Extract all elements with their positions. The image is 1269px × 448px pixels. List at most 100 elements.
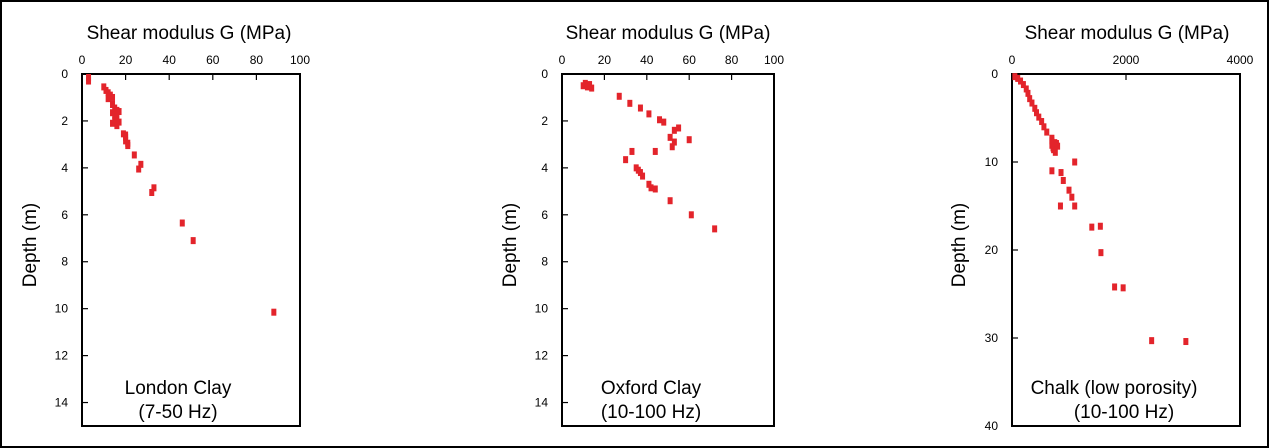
panel-2-label-line1: Oxford Clay xyxy=(601,378,702,399)
panel-1-y-tick-label-1: 2 xyxy=(61,114,68,128)
panel-2-x-axis-title: Shear modulus G (MPa) xyxy=(566,23,771,44)
panel-2-y-tick-label-6: 12 xyxy=(535,349,549,363)
panel-3-data-point-35 xyxy=(1120,284,1126,292)
panel-1-y-axis-title: Depth (m) xyxy=(20,203,41,287)
panel-1-data-point-25 xyxy=(131,151,137,159)
panel-3-data-point-31 xyxy=(1098,249,1104,257)
panel-1-data-point-2 xyxy=(101,83,107,91)
panel-3-data-point-32 xyxy=(1049,167,1055,175)
panel-3-y-tick-label-4: 40 xyxy=(985,419,999,433)
panel-3-data-point-9 xyxy=(1034,109,1040,117)
panel-3-y-tick-label-1: 10 xyxy=(985,155,999,169)
panel-1-data-point-1 xyxy=(86,77,92,85)
panel-london-clay: Shear modulus G (MPa) Depth (m) London C… xyxy=(20,23,310,427)
panel-3-label-line2: (10-100 Hz) xyxy=(1074,402,1174,423)
panel-2-data-point-3 xyxy=(587,81,593,89)
panel-1-data-point-18 xyxy=(116,118,122,126)
panel-3-data-point-6 xyxy=(1027,95,1033,103)
panel-3-data-point-0 xyxy=(1012,73,1018,81)
panel-3-data-point-23 xyxy=(1072,158,1078,166)
panel-1-y-tick-label-4: 8 xyxy=(61,255,68,269)
panel-2-plot-area xyxy=(561,73,775,427)
panel-1-y-tick-label-2: 4 xyxy=(61,161,68,175)
panel-2-y-tick-label-0: 0 xyxy=(541,67,548,81)
panel-3-data-point-10 xyxy=(1036,113,1042,121)
panel-3-data-point-33 xyxy=(1057,202,1063,210)
panel-1-x-tick-label-3: 60 xyxy=(206,53,220,67)
panel-3-data-point-7 xyxy=(1029,99,1035,107)
panel-2-x-tick-label-4: 80 xyxy=(725,53,739,67)
panel-1-data-point-24 xyxy=(123,131,129,139)
panel-1-data-point-8 xyxy=(110,101,116,109)
panel-2-data-point-11 xyxy=(671,126,677,134)
panel-3-data-point-8 xyxy=(1032,104,1038,112)
panel-2-data-point-7 xyxy=(637,104,643,112)
panel-2-x-tick-label-3: 60 xyxy=(683,53,697,67)
panel-3-data-point-28 xyxy=(1072,202,1078,210)
panel-2-y-tick-label-2: 4 xyxy=(541,161,548,175)
panel-2-data-point-14 xyxy=(686,136,692,144)
panel-3-x-axis-title: Shear modulus G (MPa) xyxy=(1025,23,1230,44)
panel-2-data-point-23 xyxy=(640,172,646,180)
panel-1-x-tick-label-1: 20 xyxy=(119,53,133,67)
panel-1-data-point-32 xyxy=(271,308,277,316)
panel-2-data-point-25 xyxy=(648,184,654,192)
panel-chalk: Shear modulus G (MPa) Depth (m) Chalk (l… xyxy=(949,23,1254,433)
panel-3-data-point-24 xyxy=(1058,169,1064,177)
panel-2-x-tick-label-5: 100 xyxy=(764,53,784,67)
panel-2-data-point-5 xyxy=(616,92,622,100)
panel-3-x-tick-label-2: 4000 xyxy=(1227,53,1254,67)
panel-3-data-point-17 xyxy=(1049,137,1055,145)
panel-3-data-point-3 xyxy=(1020,81,1026,89)
panel-2-label-line2: (10-100 Hz) xyxy=(601,402,701,423)
panel-2-data-point-15 xyxy=(669,143,675,151)
panel-1-data-point-23 xyxy=(125,142,131,150)
panel-1-data-point-28 xyxy=(151,184,157,192)
panel-1-x-tick-label-2: 40 xyxy=(163,53,177,67)
panel-2-x-tick-label-2: 40 xyxy=(640,53,654,67)
panel-1-y-tick-label-7: 14 xyxy=(55,396,69,410)
panel-3-data-point-11 xyxy=(1039,118,1045,126)
panel-1-x-tick-label-0: 0 xyxy=(79,53,86,67)
panel-1-data-point-26 xyxy=(138,160,144,168)
panel-2-y-axis-title: Depth (m) xyxy=(500,203,521,287)
panel-2-data-point-18 xyxy=(652,147,658,155)
panel-1-y-tick-label-3: 6 xyxy=(61,208,68,222)
panel-3-data-point-4 xyxy=(1023,85,1029,93)
panel-2-y-tick-label-1: 2 xyxy=(541,114,548,128)
panel-3-data-point-5 xyxy=(1025,89,1031,97)
panel-2-data-point-9 xyxy=(657,116,663,124)
panel-2-data-point-17 xyxy=(629,147,635,155)
panel-1-label-line2: (7-50 Hz) xyxy=(138,402,217,423)
panel-3-data-point-37 xyxy=(1183,338,1189,346)
panel-3-data-point-34 xyxy=(1112,283,1118,291)
panel-1-x-axis-title: Shear modulus G (MPa) xyxy=(87,23,292,44)
panel-3-y-tick-label-0: 0 xyxy=(991,67,998,81)
panel-2-data-point-24 xyxy=(646,180,652,188)
panel-3-data-point-2 xyxy=(1018,77,1024,85)
panel-1-data-point-14 xyxy=(116,108,122,116)
panel-1-y-tick-label-5: 10 xyxy=(55,302,69,316)
panel-3-data-point-26 xyxy=(1066,186,1072,194)
panel-3-data-point-27 xyxy=(1069,193,1075,201)
panel-1-data-point-27 xyxy=(136,165,142,173)
panel-2-data-point-1 xyxy=(582,79,588,87)
panel-2-y-tick-label-4: 8 xyxy=(541,255,548,269)
panel-3-data-point-13 xyxy=(1044,128,1050,136)
panel-1-data-point-31 xyxy=(190,237,196,245)
panel-1-y-tick-label-6: 12 xyxy=(55,349,69,363)
panel-3-x-tick-label-0: 0 xyxy=(1009,53,1016,67)
panel-1-data-point-17 xyxy=(114,122,120,130)
panel-1-data-point-0 xyxy=(86,74,92,82)
panel-1-data-point-30 xyxy=(179,219,185,227)
panel-2-data-point-29 xyxy=(712,225,718,233)
panel-1-data-point-13 xyxy=(114,113,120,121)
panel-2-data-point-8 xyxy=(646,110,652,118)
panel-3-data-point-30 xyxy=(1097,222,1103,230)
panel-oxford-clay: Shear modulus G (MPa) Depth (m) Oxford C… xyxy=(500,23,784,427)
panel-1-x-tick-label-5: 100 xyxy=(290,53,310,67)
panel-3-data-point-1 xyxy=(1015,74,1021,82)
panel-1-y-tick-label-0: 0 xyxy=(61,67,68,81)
